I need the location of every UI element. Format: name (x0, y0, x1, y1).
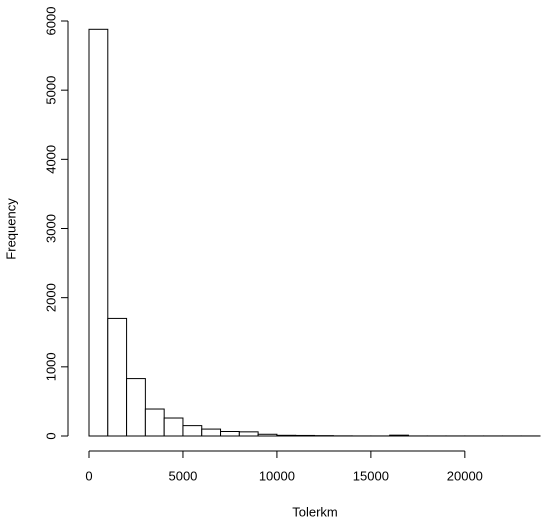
y-axis-label: Frequency (3, 198, 18, 260)
y-tick-label: 4000 (43, 145, 58, 174)
x-axis-label: Tolerkm (292, 504, 338, 519)
bar (295, 434, 316, 437)
bar (126, 378, 146, 437)
bar (238, 431, 259, 437)
y-tick-label: 1000 (43, 352, 58, 381)
bar (276, 434, 297, 437)
bar (220, 431, 240, 437)
bar (182, 425, 203, 437)
bar (257, 433, 278, 437)
bar (163, 417, 184, 437)
x-tick-label: 0 (85, 468, 92, 483)
bar (88, 28, 109, 437)
bar (201, 428, 222, 437)
x-tick-label: 5000 (168, 468, 197, 483)
bar (144, 408, 165, 437)
x-tick-label: 10000 (259, 468, 295, 483)
x-tick-label: 15000 (353, 468, 389, 483)
y-tick-label: 0 (43, 432, 58, 439)
x-tick-label: 20000 (447, 468, 483, 483)
bar (107, 317, 128, 437)
bar (389, 434, 409, 437)
y-tick-label: 5000 (43, 76, 58, 105)
y-tick-label: 6000 (43, 7, 58, 36)
y-tick-label: 3000 (43, 214, 58, 243)
y-tick-label: 2000 (43, 283, 58, 312)
